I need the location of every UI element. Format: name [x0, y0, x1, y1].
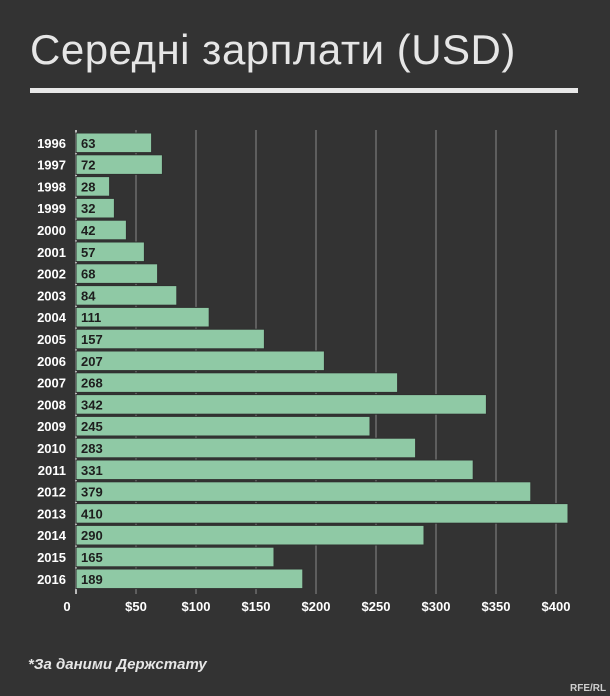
bar-2013 — [75, 503, 569, 524]
year-label-2000: 2000 — [37, 223, 66, 238]
x-tick-label-300: $300 — [422, 599, 451, 614]
bar-1997 — [75, 154, 163, 175]
value-label-1996: 63 — [81, 136, 95, 151]
x-tick-label-200: $200 — [302, 599, 331, 614]
year-label-2004: 2004 — [37, 310, 67, 325]
value-label-2009: 245 — [81, 419, 103, 434]
bar-2004 — [75, 306, 210, 328]
value-label-1999: 32 — [81, 201, 95, 216]
value-label-2004: 111 — [81, 310, 101, 325]
chart-title: Середні зарплати (USD) — [30, 26, 516, 73]
x-tick-label-50: $50 — [125, 599, 147, 614]
x-tick-label-150: $150 — [242, 599, 271, 614]
year-label-2009: 2009 — [37, 419, 66, 434]
bar-2009 — [75, 415, 371, 437]
bar-chart: 1996 1997 1998 1999 2000 2001 2002 2003 2004 2005… — [37, 130, 570, 614]
value-label-2005: 157 — [81, 332, 103, 347]
year-label-2012: 2012 — [37, 485, 66, 500]
year-labels: 1996 1997 1998 1999 2000 2001 2002 2003 2004 2005… — [37, 136, 67, 587]
value-label-2012: 379 — [81, 485, 103, 500]
credit-label: RFE/RL — [570, 683, 607, 694]
year-label-2010: 2010 — [37, 441, 66, 456]
bar-2000 — [75, 219, 127, 241]
bar-1996 — [75, 132, 153, 154]
value-label-2011: 331 — [81, 463, 103, 478]
value-label-2003: 84 — [81, 288, 96, 303]
bar-2008 — [75, 394, 487, 415]
bar-2012 — [75, 481, 532, 502]
year-label-2005: 2005 — [37, 332, 66, 347]
bars — [75, 132, 569, 590]
year-label-2001: 2001 — [37, 245, 66, 260]
bar-2003 — [75, 285, 178, 306]
value-label-2016: 189 — [81, 572, 103, 587]
year-label-2006: 2006 — [37, 354, 66, 369]
value-label-2006: 207 — [81, 354, 103, 369]
x-tick-label-100: $100 — [182, 599, 211, 614]
bar-2007 — [75, 372, 399, 393]
bar-2006 — [75, 350, 325, 372]
value-label-2013: 410 — [81, 506, 103, 521]
year-label-1997: 1997 — [37, 158, 66, 173]
bar-2015 — [75, 546, 275, 568]
x-tick-label-0: 0 — [63, 599, 70, 614]
value-label-2015: 165 — [81, 550, 103, 565]
year-label-2015: 2015 — [37, 550, 66, 565]
year-label-1999: 1999 — [37, 201, 66, 216]
value-label-2001: 57 — [81, 245, 95, 260]
x-tick-label-400: $400 — [542, 599, 571, 614]
year-label-2003: 2003 — [37, 288, 66, 303]
value-label-2010: 283 — [81, 441, 103, 456]
value-label-2002: 68 — [81, 267, 95, 282]
value-label-2008: 342 — [81, 397, 103, 412]
year-label-2002: 2002 — [37, 267, 66, 282]
bar-2016 — [75, 568, 304, 590]
x-tick-label-250: $250 — [362, 599, 391, 614]
bar-2002 — [75, 263, 159, 284]
bar-1999 — [75, 197, 115, 219]
value-labels: 63 72 28 32 42 57 68 84 111 157 207 268 342 245 283 331… — [81, 136, 103, 587]
value-label-2007: 268 — [81, 376, 103, 391]
value-label-1998: 28 — [81, 179, 95, 194]
year-label-2016: 2016 — [37, 572, 66, 587]
year-label-2011: 2011 — [38, 463, 66, 478]
year-label-2008: 2008 — [37, 397, 66, 412]
year-label-2014: 2014 — [37, 528, 67, 543]
source-note: *За даними Держстату — [28, 656, 207, 673]
value-label-2014: 290 — [81, 528, 103, 543]
bar-2011 — [75, 459, 474, 481]
x-tick-labels: 0 $50 $100 $150 $200 $250 $300 $350 $400 — [63, 599, 570, 614]
bar-1998 — [75, 176, 111, 197]
bar-2010 — [75, 437, 417, 459]
year-label-1998: 1998 — [37, 179, 66, 194]
title-underline — [30, 88, 578, 93]
bar-2001 — [75, 241, 145, 263]
value-label-1997: 72 — [81, 158, 95, 173]
x-tick-label-350: $350 — [482, 599, 511, 614]
year-label-2007: 2007 — [37, 376, 66, 391]
bar-2014 — [75, 524, 425, 546]
year-label-1996: 1996 — [37, 136, 66, 151]
year-label-2013: 2013 — [37, 506, 66, 521]
value-label-2000: 42 — [81, 223, 95, 238]
bar-2005 — [75, 328, 265, 350]
